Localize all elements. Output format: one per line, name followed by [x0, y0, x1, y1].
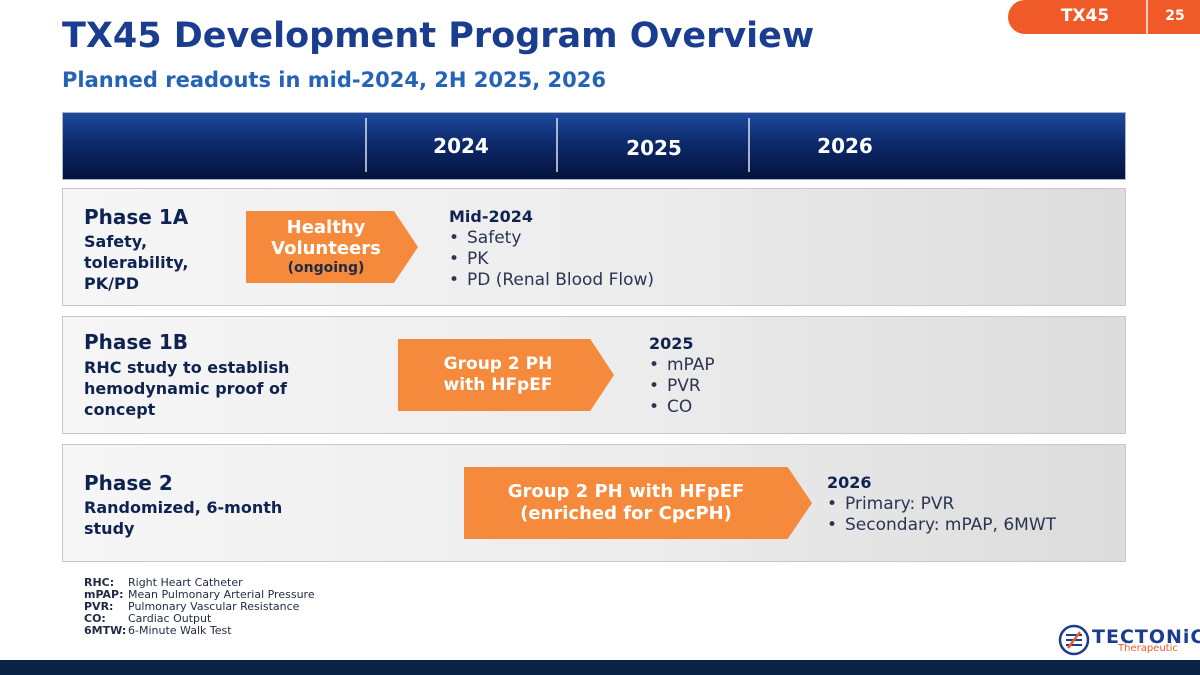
year-2024: 2024 [433, 134, 489, 158]
phase-1b-description: RHC study to establish hemodynamic proof… [84, 358, 290, 419]
section-tab [1008, 0, 1200, 34]
phase-2-readout: 2026 • Primary: PVR • Secondary: mPAP, 6MW… [827, 473, 1056, 536]
phase-1a-description: Safety, tolerability, PK/PD [84, 232, 189, 293]
year-2026: 2026 [817, 134, 873, 158]
readout-heading: 2026 [827, 473, 872, 492]
phase-1a-panel [62, 188, 1126, 306]
logo-subtitle: Therapeutic [1118, 643, 1178, 654]
phase-2-title: Phase 2 [84, 471, 173, 495]
year-2025: 2025 [626, 136, 682, 160]
list-item: • Secondary: mPAP, 6MWT [827, 515, 1057, 535]
phase-1b-title: Phase 1B [84, 330, 188, 354]
list-item: • CO [649, 397, 693, 417]
abbreviation-legend: RHC: Right Heart Catheter mPAP: Mean Pulmo… [84, 577, 315, 637]
phase-2-description: Randomized, 6-month study [84, 498, 283, 538]
list-item: • PD (Renal Blood Flow) [449, 270, 655, 290]
tab-divider [1146, 0, 1148, 34]
phase-1b-arrow: Group 2 PH with HFpEF [398, 339, 614, 411]
list-item: • PVR [649, 376, 701, 396]
list-item: • Primary: PVR [827, 494, 955, 514]
timeline-divider [556, 118, 558, 172]
page-number: 25 [1165, 8, 1185, 24]
legend-row: RHC: Right Heart Catheter [84, 576, 243, 589]
page-title: TX45 Development Program Overview [62, 16, 815, 56]
legend-row: 6MTW: 6-Minute Walk Test [84, 624, 232, 637]
phase-1a-title: Phase 1A [84, 205, 189, 229]
timeline-divider [365, 118, 367, 172]
list-item: • PK [449, 249, 489, 269]
legend-row: CO: Cardiac Output [84, 612, 212, 625]
phase-1a-arrow: Healthy Volunteers (ongoing) [246, 211, 418, 283]
list-item: • mPAP [649, 355, 715, 375]
logo-wordmark: TECTONiC [1092, 626, 1200, 648]
phase-2-arrow: Group 2 PH with HFpEF (enriched for CpcP… [464, 467, 812, 539]
legend-row: PVR: Pulmonary Vascular Resistance [84, 600, 300, 613]
legend-row: mPAP: Mean Pulmonary Arterial Pressure [84, 588, 315, 601]
timeline-header [62, 112, 1126, 180]
readout-heading: Mid-2024 [449, 207, 534, 226]
page-subtitle: Planned readouts in mid-2024, 2H 2025, 2… [62, 68, 606, 92]
phase-1a-readout: Mid-2024 • Safety • PK • PD (Renal Blood Fl… [449, 207, 654, 291]
list-item: • Safety [449, 228, 522, 248]
readout-heading: 2025 [649, 334, 694, 353]
section-tab-label: TX45 [1060, 6, 1110, 26]
timeline-divider [748, 118, 750, 172]
phase-1b-readout: 2025 • mPAP • PVR • CO [649, 334, 715, 418]
tectonic-logo-icon [1058, 624, 1090, 656]
footer-bar [0, 660, 1200, 675]
